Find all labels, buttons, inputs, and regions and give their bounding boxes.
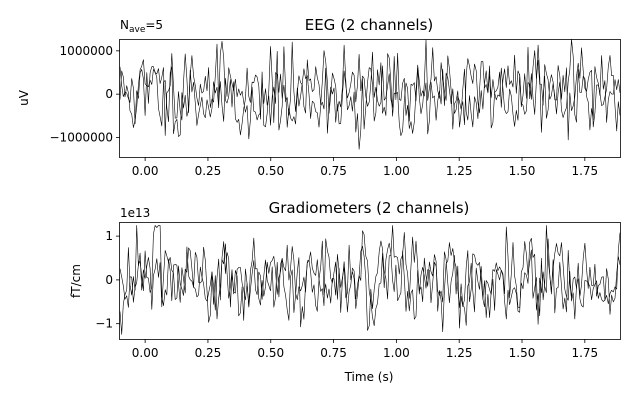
grad-ytick-label: 1 — [105, 229, 113, 243]
eeg-xtick-label: 0.75 — [320, 164, 347, 178]
grad-xtick-label: 0.50 — [257, 346, 284, 360]
eeg-xtick-label: 1.00 — [383, 164, 410, 178]
eeg-ytick-label: −1000000 — [50, 131, 114, 145]
grad-xtick-label: 1.25 — [446, 346, 473, 360]
grad-xtick-label: 1.50 — [509, 346, 536, 360]
eeg-panel: Nave=5 EEG (2 channels) uV 0.00 0.25 0.50 0… — [17, 16, 621, 178]
eeg-xtick-label: 0.25 — [195, 164, 222, 178]
eeg-xtick-label: 0.50 — [257, 164, 284, 178]
grad-xtick-label: 0.00 — [132, 346, 159, 360]
eeg-xtick-label: 0.00 — [132, 164, 159, 178]
grad-ytick-label: 0 — [105, 273, 113, 287]
eeg-ylabel: uV — [17, 89, 31, 106]
eeg-title: EEG (2 channels) — [305, 16, 434, 34]
eeg-axes-frame — [119, 39, 621, 158]
grad-axes-frame — [119, 222, 621, 340]
grad-yticks: −1 0 1 — [95, 229, 120, 331]
eeg-trace-1 — [119, 38, 621, 150]
grad-xticks: 0.00 0.25 0.50 0.75 1.00 1.25 1.50 1.75 — [132, 339, 598, 360]
eeg-xtick-label: 1.50 — [509, 164, 536, 178]
nave-annotation: Nave=5 — [120, 18, 163, 35]
eeg-xtick-label: 1.75 — [571, 164, 598, 178]
eeg-ytick-label: 0 — [105, 87, 113, 101]
grad-xlabel: Time (s) — [344, 370, 394, 384]
grad-trace-1 — [119, 225, 621, 331]
eeg-yticks: −1000000 0 1000000 — [50, 44, 120, 145]
grad-ytick-label: −1 — [95, 317, 113, 331]
grad-xtick-label: 1.75 — [571, 346, 598, 360]
eeg-traces — [119, 38, 621, 150]
grad-xtick-label: 1.00 — [383, 346, 410, 360]
grad-ylabel: fT/cm — [69, 264, 83, 298]
grad-xtick-label: 0.25 — [195, 346, 222, 360]
grad-xtick-label: 0.75 — [320, 346, 347, 360]
grad-traces — [119, 225, 621, 335]
eeg-trace-0 — [119, 40, 621, 141]
grad-offset-label: 1e13 — [120, 206, 150, 220]
eeg-ytick-label: 1000000 — [60, 44, 113, 58]
eeg-xtick-label: 1.25 — [446, 164, 473, 178]
eeg-xticks: 0.00 0.25 0.50 0.75 1.00 1.25 1.50 1.75 — [132, 157, 598, 178]
grad-trace-0 — [119, 225, 621, 335]
gradiometer-panel: 1e13 Gradiometers (2 channels) fT/cm 0.0… — [69, 199, 621, 384]
grad-title: Gradiometers (2 channels) — [269, 199, 470, 217]
